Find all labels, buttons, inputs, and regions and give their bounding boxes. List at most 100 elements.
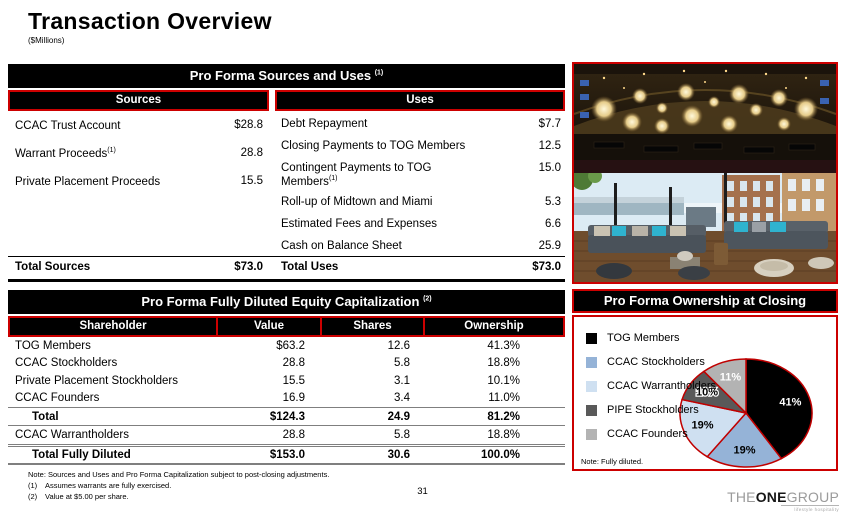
table-row: Contingent Payments to TOG Members(1) 15.… — [275, 155, 565, 189]
pie-slice-label: 41% — [779, 396, 801, 408]
col-header-shareholder: Shareholder — [79, 320, 147, 332]
uses-column: Debt Repayment $7.7 Closing Payments to TO… — [275, 111, 565, 255]
page-subtitle: ($Millions) — [28, 36, 65, 45]
row-label: Private Placement Proceeds — [15, 176, 161, 188]
row-value: $28.8 — [234, 119, 263, 131]
total-uses-label: Total Uses — [281, 261, 339, 273]
cell-shareholder: Total — [32, 410, 59, 423]
cell-ownership: 18.8% — [487, 428, 520, 441]
cell-ownership: 10.1% — [487, 374, 520, 387]
row-label: Warrant Proceeds(1) — [15, 147, 116, 160]
table-row: Closing Payments to TOG Members 12.5 — [275, 133, 565, 155]
row-label: Debt Repayment — [281, 118, 368, 130]
row-value: 25.9 — [538, 240, 561, 252]
cell-ownership: 18.8% — [487, 357, 520, 370]
cell-shareholder: CCAC Warrantholders — [15, 428, 129, 441]
row-label-sup: (1) — [328, 175, 338, 183]
row-label: Estimated Fees and Expenses — [281, 218, 437, 230]
footnote-item: (2) Value at $5.00 per share. — [28, 492, 329, 503]
footnote-text: Value at $5.00 per share. — [45, 491, 129, 501]
company-logo: THEONEGROUP lifestyle hospitality — [727, 489, 839, 512]
pie-slice-label: 11% — [720, 371, 742, 383]
legend-label: TOG Members — [607, 332, 680, 344]
col-header-shares: Shares — [320, 318, 423, 335]
cell-value: $124.3 — [269, 410, 305, 423]
legend-swatch — [586, 380, 597, 392]
legend-item: TOG Members — [586, 326, 716, 350]
ownership-pie: 41% 19% 19% 10%11% — [679, 358, 813, 468]
total-sources-value: $73.0 — [234, 261, 263, 273]
row-value: 6.6 — [545, 218, 561, 230]
cell-shareholder: TOG Members — [15, 339, 91, 352]
logo-one: ONE — [755, 489, 787, 505]
footnote-number: (2) — [28, 491, 38, 501]
cell-shares: 5.8 — [394, 428, 410, 441]
equity-cap-title: Pro Forma Fully Diluted Equity Capitaliz… — [141, 294, 420, 309]
row-label: Contingent Payments to TOG Members(1) — [281, 162, 432, 188]
pie-slice-label: 19% — [733, 445, 755, 457]
logo-tagline: lifestyle hospitality — [781, 505, 839, 512]
cell-shares: 12.6 — [387, 339, 410, 352]
table-row: Estimated Fees and Expenses 6.6 — [275, 211, 565, 233]
row-label: CCAC Trust Account — [15, 120, 121, 132]
row-value: 15.0 — [538, 162, 561, 174]
cell-shares: 24.9 — [387, 410, 410, 423]
legend-label: PIPE Stockholders — [607, 404, 699, 416]
ownership-legend: TOG Members CCAC Stockholders CCAC Warrant… — [586, 326, 716, 446]
legend-item: PIPE Stockholders — [586, 398, 716, 422]
table-row: CCAC Stockholders 28.8 5.8 18.8% — [8, 355, 565, 373]
cell-ownership: 41.3% — [487, 339, 520, 352]
legend-swatch — [586, 332, 597, 344]
cell-shareholder: CCAC Stockholders — [15, 357, 118, 370]
cell-shareholder: CCAC Founders — [15, 392, 100, 405]
cell-value: 28.8 — [282, 357, 305, 370]
ownership-note: Note: Fully diluted. — [581, 457, 644, 466]
table-row: Debt Repayment $7.7 — [275, 111, 565, 133]
footnotes: Note: Sources and Uses and Pro Forma Cap… — [28, 470, 329, 503]
table-row: CCAC Founders 16.9 3.4 11.0% — [8, 390, 565, 408]
cell-value: $153.0 — [269, 448, 305, 461]
footnote-item: (1) Assumes warrants are fully exercised. — [28, 481, 329, 492]
venue-interior-photo — [574, 64, 836, 173]
ownership-body: 41% 19% 19% 10% 11% TOG Members CCAC Stockhol… — [572, 315, 838, 471]
legend-swatch — [586, 404, 597, 416]
photo-panel — [572, 62, 838, 284]
cell-shareholder: Private Placement Stockholders — [15, 374, 178, 387]
pie-slice — [706, 411, 783, 468]
col-header-value: Value — [216, 318, 320, 335]
cell-ownership: 100.0% — [480, 448, 520, 461]
legend-item: CCAC Warrantholders — [586, 374, 716, 398]
uses-header: Uses — [275, 90, 565, 111]
pie-slice — [679, 398, 748, 458]
cell-shares: 3.4 — [394, 392, 410, 405]
equity-cap-rows: TOG Members $63.2 12.6 41.3% CCAC Stockholde… — [8, 337, 565, 465]
equity-cap-title-sup: (2) — [423, 295, 432, 303]
footnote-text: Assumes warrants are fully exercised. — [45, 480, 172, 490]
ownership-panel: Pro Forma Ownership at Closing 41% 19% 19%… — [572, 289, 838, 471]
pie-slice-label: 10% — [696, 387, 718, 399]
cell-value: 16.9 — [282, 392, 305, 405]
table-row: Total $124.3 24.9 81.2% — [8, 407, 565, 426]
logo-group: GROUP — [786, 489, 839, 505]
row-label: Closing Payments to TOG Members — [281, 140, 466, 152]
table-row: Total Fully Diluted $153.0 30.6 100.0% — [8, 443, 565, 465]
row-label: Cash on Balance Sheet — [281, 240, 402, 252]
totals-row: Total Sources $73.0 Total Uses $73.0 — [8, 256, 565, 282]
equity-cap-title-bar: Pro Forma Fully Diluted Equity Capitaliz… — [8, 290, 565, 314]
legend-label: CCAC Stockholders — [607, 356, 705, 368]
legend-item: CCAC Stockholders — [586, 350, 716, 374]
footnote-note: Note: Sources and Uses and Pro Forma Cap… — [28, 470, 330, 479]
cell-value: 28.8 — [282, 428, 305, 441]
row-value: 15.5 — [240, 175, 263, 187]
sources-uses-title-bar: Pro Forma Sources and Uses (1) — [8, 64, 565, 88]
table-row: Private Placement Proceeds 15.5 — [8, 167, 269, 195]
table-row: Cash on Balance Sheet 25.9 — [275, 233, 565, 255]
footnote-number: (1) — [28, 480, 38, 490]
table-row: CCAC Trust Account $28.8 — [8, 111, 269, 139]
total-sources-label: Total Sources — [15, 261, 91, 273]
sources-uses-table: Pro Forma Sources and Uses (1) Sources U… — [8, 64, 565, 282]
legend-item: CCAC Founders — [586, 422, 716, 446]
sources-column: CCAC Trust Account $28.8 Warrant Proceeds(… — [8, 111, 269, 255]
table-row: TOG Members $63.2 12.6 41.3% — [8, 337, 565, 355]
